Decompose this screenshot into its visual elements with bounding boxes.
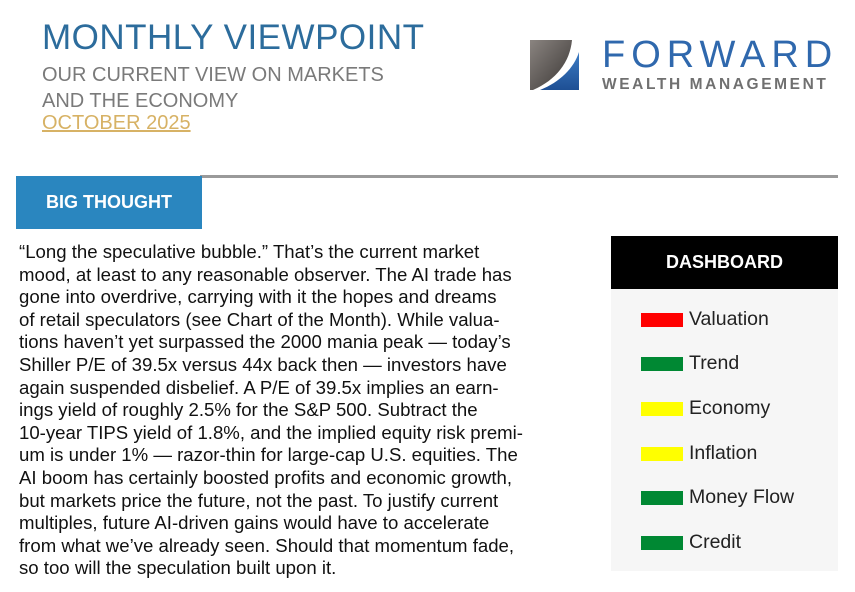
body-line: gone into overdrive, carrying with it th… bbox=[19, 286, 497, 308]
dashboard-item-label: Economy bbox=[689, 397, 771, 419]
dashboard-item-economy: Economy bbox=[641, 397, 770, 420]
body-line: tions haven’t yet surpassed the 2000 man… bbox=[19, 331, 511, 353]
section-divider bbox=[200, 175, 838, 178]
dashboard-item-label: Trend bbox=[689, 352, 740, 374]
body-line: from what we’ve already seen. Should tha… bbox=[19, 534, 515, 556]
page-title: MONTHLY VIEWPOINT bbox=[42, 18, 425, 57]
dashboard-item-money-flow: Money Flow bbox=[641, 486, 794, 509]
dashboard-item-inflation: Inflation bbox=[641, 442, 757, 465]
body-line: mood, at least to any reasonable observe… bbox=[19, 263, 512, 285]
body-line: um is under 1% — razor-thin for large-ca… bbox=[19, 444, 518, 466]
body-line: but markets price the future, not the pa… bbox=[19, 489, 499, 511]
logo-tagline: WEALTH MANAGEMENT bbox=[602, 76, 829, 93]
body-line: again suspended disbelief. A P/E of 39.5… bbox=[19, 376, 499, 398]
status-indicator bbox=[641, 446, 683, 461]
dashboard-item-label: Credit bbox=[689, 531, 742, 553]
dashboard-item-label: Money Flow bbox=[689, 486, 795, 508]
status-indicator bbox=[641, 490, 683, 505]
status-indicator bbox=[641, 535, 683, 550]
status-indicator bbox=[641, 356, 683, 371]
status-indicator bbox=[641, 401, 683, 416]
issue-date: OCTOBER 2025 bbox=[42, 112, 191, 134]
subtitle-line-2: AND THE ECONOMY bbox=[42, 90, 239, 112]
dashboard-item-label: Inflation bbox=[689, 442, 758, 464]
dashboard-item-valuation: Valuation bbox=[641, 308, 769, 331]
dashboard-item-credit: Credit bbox=[641, 531, 741, 554]
body-line: of retail speculators (see Chart of the … bbox=[19, 308, 500, 330]
body-line: multiples, future AI-driven gains would … bbox=[19, 512, 490, 534]
status-indicator bbox=[641, 312, 683, 327]
logo-name: FORWARD bbox=[602, 34, 839, 76]
subtitle-line-1: OUR CURRENT VIEW ON MARKETS bbox=[42, 64, 384, 86]
article-body: “Long the speculative bubble.” That’s th… bbox=[19, 241, 599, 580]
body-line: “Long the speculative bubble.” That’s th… bbox=[19, 241, 480, 262]
body-line: AI boom has certainly boosted profits an… bbox=[19, 466, 512, 488]
section-label: BIG THOUGHT bbox=[16, 176, 202, 229]
body-line: 10-year TIPS yield of 1.8%, and the impl… bbox=[19, 421, 523, 443]
body-line: so too will the speculation built upon i… bbox=[19, 557, 337, 579]
dashboard-item-label: Valuation bbox=[689, 308, 769, 330]
body-line: ings yield of roughly 2.5% for the S&P 5… bbox=[19, 399, 478, 421]
dashboard-title: DASHBOARD bbox=[611, 236, 838, 289]
body-line: Shiller P/E of 39.5x versus 44x back the… bbox=[19, 353, 507, 375]
company-logo: FORWARD WEALTH MANAGEMENT bbox=[530, 34, 845, 95]
logo-mark-icon bbox=[530, 40, 579, 90]
dashboard-item-trend: Trend bbox=[641, 352, 739, 375]
dashboard-panel: DASHBOARD Valuation Trend Economy Inflation… bbox=[611, 236, 838, 571]
